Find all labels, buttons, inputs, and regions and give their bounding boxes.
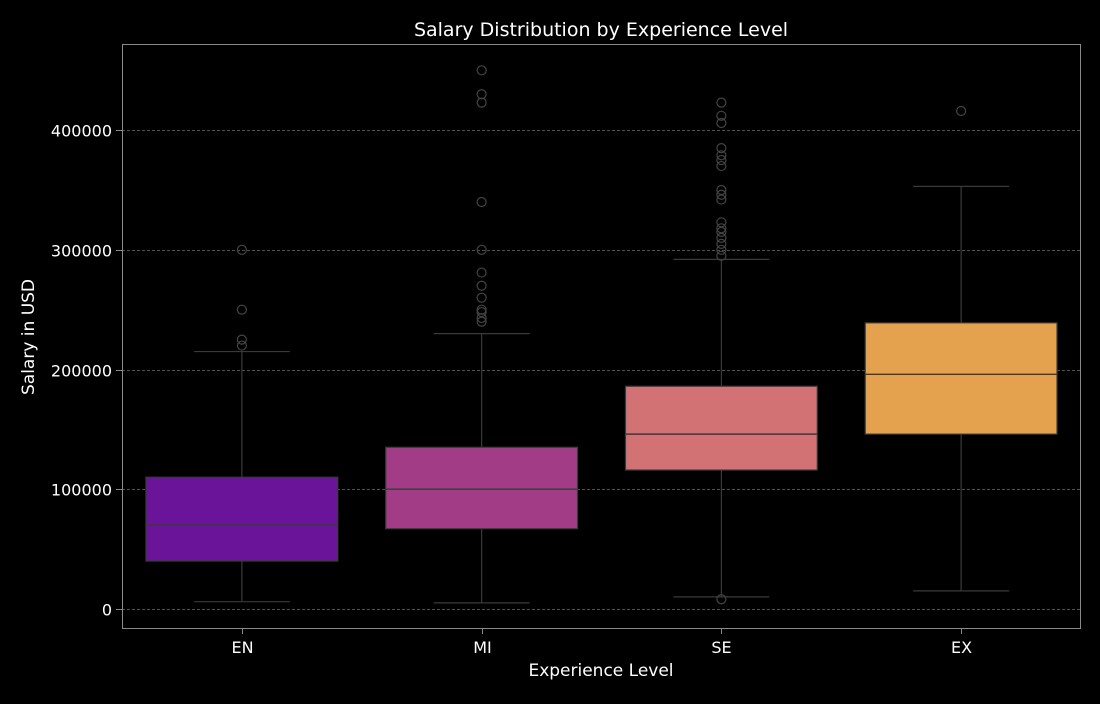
- outlier-point: [236, 340, 247, 351]
- box-group-ex: [864, 105, 1058, 592]
- y-tick-label: 200000: [51, 362, 112, 381]
- outlier-point: [236, 334, 247, 345]
- x-axis-label: Experience Level: [528, 661, 673, 681]
- outlier-point: [716, 150, 727, 161]
- outlier-point: [716, 217, 727, 228]
- iqr-box: [864, 322, 1058, 435]
- outlier-point: [716, 244, 727, 255]
- outlier-point: [716, 97, 727, 108]
- outlier-point: [476, 280, 487, 291]
- outlier-point: [716, 250, 727, 261]
- outlier-point: [236, 304, 247, 315]
- outlier-point: [476, 292, 487, 303]
- outlier-point: [716, 238, 727, 249]
- outlier-point: [476, 65, 487, 76]
- outlier-point: [716, 154, 727, 166]
- outlier-point: [716, 189, 727, 200]
- axis-layer: 0 100000 200000 300000 400000 EN MI SE EX: [51, 122, 972, 658]
- outlier-point: [716, 184, 727, 196]
- outlier-point: [956, 105, 967, 117]
- outlier-point: [716, 110, 727, 121]
- outlier-point: [476, 312, 487, 324]
- outlier-point: [716, 143, 727, 154]
- y-tick-label: 0: [102, 601, 112, 620]
- iqr-box: [624, 385, 818, 471]
- x-tick-label: SE: [711, 638, 731, 657]
- outlier-point: [476, 267, 487, 278]
- outlier-point: [236, 244, 247, 255]
- x-tick-label: MI: [473, 638, 492, 657]
- outlier-point: [476, 304, 487, 315]
- x-tick-label: EN: [231, 638, 253, 657]
- outlier-point: [716, 223, 727, 234]
- outlier-point: [476, 244, 487, 255]
- outlier-point: [476, 97, 487, 108]
- iqr-box: [385, 446, 579, 530]
- x-tick-label: EX: [951, 638, 972, 657]
- y-axis-label: Salary in USD: [19, 279, 39, 395]
- outlier-point: [476, 89, 487, 100]
- plot-frame: [122, 44, 1081, 629]
- chart-title: Salary Distribution by Experience Level: [414, 19, 788, 41]
- outlier-point: [716, 117, 727, 129]
- box-group-se: [624, 97, 818, 605]
- outlier-point: [716, 160, 727, 172]
- box-group-en: [145, 244, 339, 603]
- y-tick-label: 400000: [51, 122, 112, 141]
- y-tick-label: 300000: [51, 242, 112, 261]
- iqr-box: [145, 476, 339, 562]
- outlier-point: [476, 196, 487, 208]
- outlier-point: [716, 594, 727, 605]
- box-layer: [145, 65, 1058, 605]
- y-tick-label: 100000: [51, 481, 112, 500]
- box-group-mi: [385, 65, 579, 604]
